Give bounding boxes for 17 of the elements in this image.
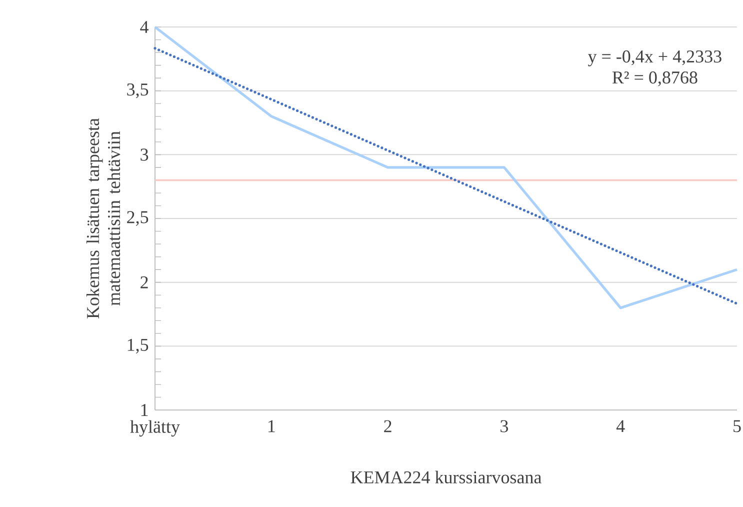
y-tick-label: 2 xyxy=(140,276,148,288)
x-tick-label: hylätty xyxy=(130,420,180,437)
annotation: y = -0,4x + 4,2333 xyxy=(588,50,722,66)
annotation: R² = 0,8768 xyxy=(612,71,698,86)
y-axis-title: Kokemus lisätuen tarpeesta matemaattisiin tehtäviin xyxy=(86,118,120,318)
y-tick-label: 3 xyxy=(140,148,148,161)
y-tick-label: 1 xyxy=(141,404,148,416)
x-tick-label: 1 xyxy=(268,420,275,432)
x-tick-label: 2 xyxy=(384,420,392,432)
x-tick-label: 3 xyxy=(500,420,508,432)
y-tick-label: 4 xyxy=(140,21,149,33)
x-tick-label: 4 xyxy=(616,420,625,432)
y-tick-label: 1,5 xyxy=(128,338,148,354)
x-tick-label: 5 xyxy=(734,420,741,432)
x-axis-title: KEMA224 kurssiarvosana xyxy=(350,470,542,484)
y-tick-label: 2,5 xyxy=(127,211,148,226)
y-tick-label: 3,5 xyxy=(127,83,148,98)
